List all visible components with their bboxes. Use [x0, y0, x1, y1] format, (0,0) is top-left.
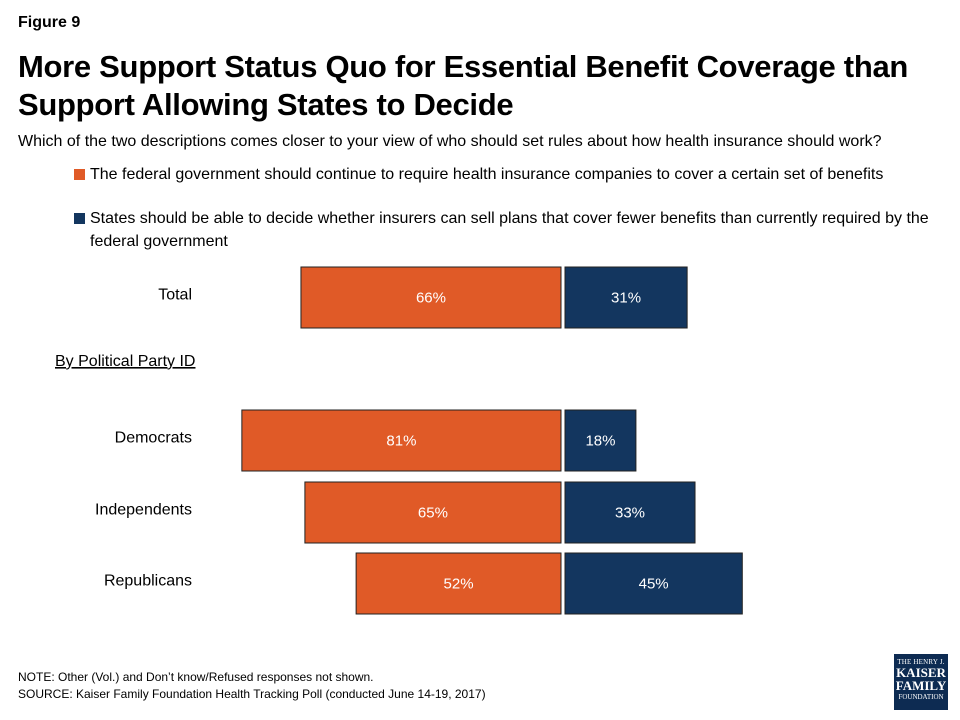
data-label-federal-total: 66%: [416, 289, 446, 306]
bar-states-republicans: [564, 552, 743, 615]
diverging-bar-chart: Total 66% 31% Democrats 81% 18% Independents 65…: [55, 266, 743, 615]
data-label-states-democrats: 18%: [585, 432, 615, 449]
legend-label-states: States should be able to decide whether …: [90, 210, 929, 250]
bar-states-independents: [564, 481, 696, 544]
legend-label-federal: The federal government should continue t…: [90, 166, 884, 183]
figure-label: Figure 9: [18, 14, 81, 31]
bar-states-total: [564, 266, 688, 329]
category-label-republicans: Republicans: [104, 573, 192, 590]
data-label-states-total: 31%: [611, 289, 641, 306]
data-label-states-independents: 33%: [615, 504, 645, 521]
footnote: NOTE: Other (Vol.) and Don’t know/Refuse…: [18, 670, 374, 684]
bar-federal-total: [300, 266, 562, 329]
legend-swatch-federal: [74, 169, 85, 180]
source-note: SOURCE: Kaiser Family Foundation Health …: [18, 687, 486, 701]
data-label-federal-republicans: 52%: [444, 575, 474, 592]
legend-item-federal: The federal government should continue t…: [74, 163, 954, 186]
bar-federal-republicans: [355, 552, 562, 615]
data-label-states-republicans: 45%: [639, 575, 669, 592]
kff-logo: THE HENRY J. KAISER FAMILY FOUNDATION: [894, 654, 948, 710]
bar-states-democrats: [564, 409, 637, 472]
bar-federal-democrats: [241, 409, 562, 472]
chart-title: More Support Status Quo for Essential Be…: [18, 49, 909, 122]
bar-federal-independents: [304, 481, 562, 544]
legend-swatch-states: [74, 213, 85, 224]
category-label-independents: Independents: [95, 502, 192, 519]
data-label-federal-independents: 65%: [418, 504, 448, 521]
survey-question: Which of the two descriptions comes clos…: [18, 133, 882, 150]
category-label-total: Total: [158, 287, 192, 304]
category-label-democrats: Democrats: [115, 430, 192, 447]
data-label-federal-democrats: 81%: [386, 432, 416, 449]
legend-item-states: States should be able to decide whether …: [74, 207, 954, 253]
group-heading-party: By Political Party ID: [55, 353, 195, 370]
